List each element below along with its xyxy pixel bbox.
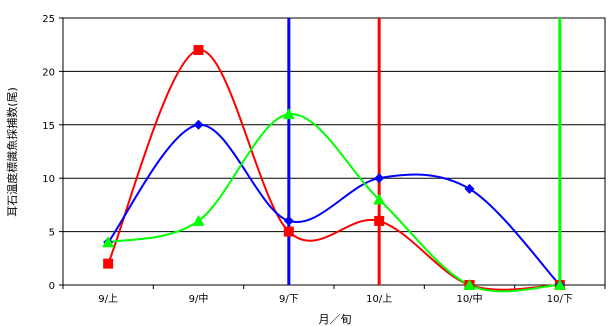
data-point-square bbox=[103, 258, 114, 269]
x-tick-label: 10/中 bbox=[456, 292, 482, 305]
data-point-triangle bbox=[102, 236, 115, 248]
x-tick-label: 10/上 bbox=[366, 293, 392, 305]
data-point-square bbox=[283, 226, 294, 237]
data-point-triangle bbox=[192, 214, 205, 226]
y-axis-title: 耳石温度標識魚採捕数(尾) bbox=[5, 87, 19, 217]
data-point-diamond bbox=[464, 183, 475, 194]
series-markers bbox=[102, 45, 566, 290]
data-point-diamond bbox=[374, 173, 385, 184]
x-tick-label: 9/中 bbox=[189, 292, 209, 305]
data-point-triangle bbox=[553, 279, 566, 290]
y-tick-label: 10 bbox=[42, 174, 55, 185]
y-tick-label: 20 bbox=[42, 67, 55, 78]
vertical-markers bbox=[287, 18, 562, 285]
data-point-diamond bbox=[193, 119, 204, 130]
x-tick-label: 10/下 bbox=[547, 294, 573, 305]
data-point-triangle bbox=[373, 193, 386, 205]
y-tick-label: 0 bbox=[49, 281, 55, 292]
data-point-square bbox=[374, 215, 385, 226]
y-tick-labels: 0 5 10 15 20 25 bbox=[42, 14, 55, 292]
plot-area bbox=[62, 17, 606, 286]
y-tick-label: 5 bbox=[49, 228, 55, 239]
x-tick-label: 9/上 bbox=[98, 293, 118, 305]
data-point-triangle bbox=[463, 279, 476, 290]
x-tick-label: 9/下 bbox=[279, 294, 299, 305]
data-point-triangle bbox=[282, 108, 295, 120]
x-tick-labels: 9/上 9/中 9/下 10/上 10/中 10/下 bbox=[98, 292, 573, 305]
y-tick-label: 25 bbox=[42, 14, 55, 25]
data-point-square bbox=[193, 45, 204, 56]
x-axis-title: 月／旬 bbox=[319, 313, 352, 326]
data-point-diamond bbox=[283, 215, 294, 226]
y-tick-label: 15 bbox=[42, 121, 55, 132]
series-line bbox=[107, 123, 561, 286]
